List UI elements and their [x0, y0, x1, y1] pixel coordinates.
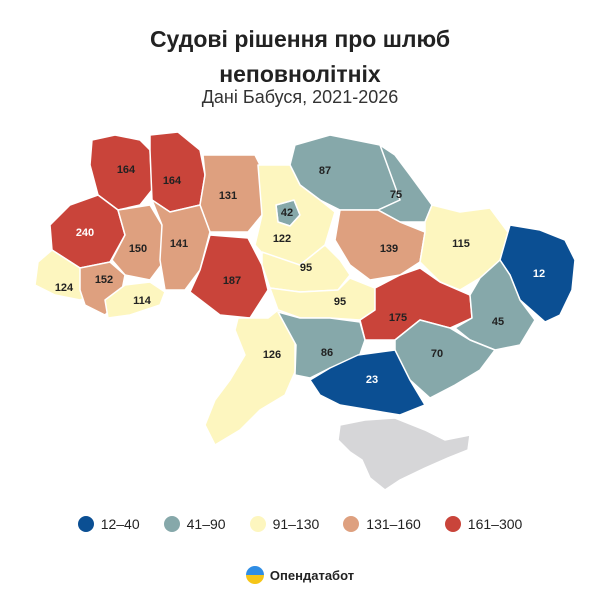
region-label: 95: [334, 296, 346, 308]
region-label: 70: [431, 348, 443, 360]
region-chernivtsi: [104, 281, 166, 319]
brand: Опендатабот: [0, 566, 600, 584]
region-label: 187: [223, 275, 241, 287]
region-label: 124: [55, 282, 74, 294]
region-crimea: [337, 417, 471, 491]
region-labels-layer: 164 164 131 87 75 42 122 240 150 141 187…: [55, 164, 545, 386]
title-line-2: неповнолітніх: [219, 61, 381, 87]
region-khmelnytskyi: [151, 199, 211, 291]
title-line-1: Судові рішення про шлюб: [149, 26, 451, 52]
region-label: 164: [117, 164, 136, 176]
region-rivne: [149, 131, 206, 213]
region-label: 95: [300, 262, 312, 274]
region-kherson: [309, 349, 426, 416]
region-label: 126: [263, 349, 281, 361]
legend-label: 161–300: [467, 516, 523, 532]
legend-item: 41–90: [163, 516, 226, 532]
region-label: 42: [281, 207, 293, 219]
region-label: 150: [129, 243, 147, 255]
legend-label: 91–130: [272, 516, 320, 532]
legend-swatch-icon: [343, 516, 360, 532]
legend-item: 131–160: [343, 516, 421, 532]
legend-swatch-icon: [163, 516, 180, 532]
legend-item: 12–40: [77, 516, 140, 532]
region-label: 141: [170, 238, 188, 250]
map-title: Судові рішення про шлюб неповнолітніх: [0, 22, 600, 92]
legend-label: 131–160: [366, 516, 421, 532]
region-label: 164: [163, 175, 182, 187]
region-label: 45: [492, 316, 504, 328]
region-label: 87: [319, 165, 331, 177]
region-odesa: [204, 309, 301, 446]
region-label: 131: [219, 190, 237, 202]
legend-swatch-icon: [444, 516, 461, 532]
region-poltava: [334, 209, 426, 281]
region-label: 75: [390, 189, 402, 201]
brand-name: Опендатабот: [269, 567, 355, 583]
region-donetsk: [454, 259, 536, 351]
opendatabot-logo-icon: [245, 566, 264, 584]
region-label: 240: [76, 227, 94, 239]
region-label: 114: [133, 295, 152, 307]
region-label: 23: [366, 374, 378, 386]
regions-layer: [34, 131, 576, 491]
legend: 12–40 41–90 91–130 131–160 161–300: [0, 516, 600, 532]
legend-swatch-icon: [77, 516, 94, 532]
legend-label: 12–40: [100, 516, 140, 532]
region-label: 175: [389, 312, 407, 324]
region-label: 152: [95, 274, 113, 286]
region-label: 115: [452, 238, 470, 250]
map-subtitle: Дані Бабуся, 2021-2026: [201, 87, 399, 107]
region-label: 139: [380, 243, 398, 255]
legend-item: 161–300: [444, 516, 523, 532]
legend-swatch-icon: [249, 516, 266, 532]
region-volyn: [89, 134, 153, 211]
region-zhytomyr: [199, 154, 266, 233]
region-ternopil: [111, 204, 166, 281]
region-cherkasy: [261, 244, 351, 293]
region-label: 86: [321, 347, 333, 359]
legend-item: 91–130: [249, 516, 320, 532]
region-label: 12: [533, 268, 545, 280]
legend-label: 41–90: [186, 516, 226, 532]
region-label: 122: [273, 233, 291, 245]
